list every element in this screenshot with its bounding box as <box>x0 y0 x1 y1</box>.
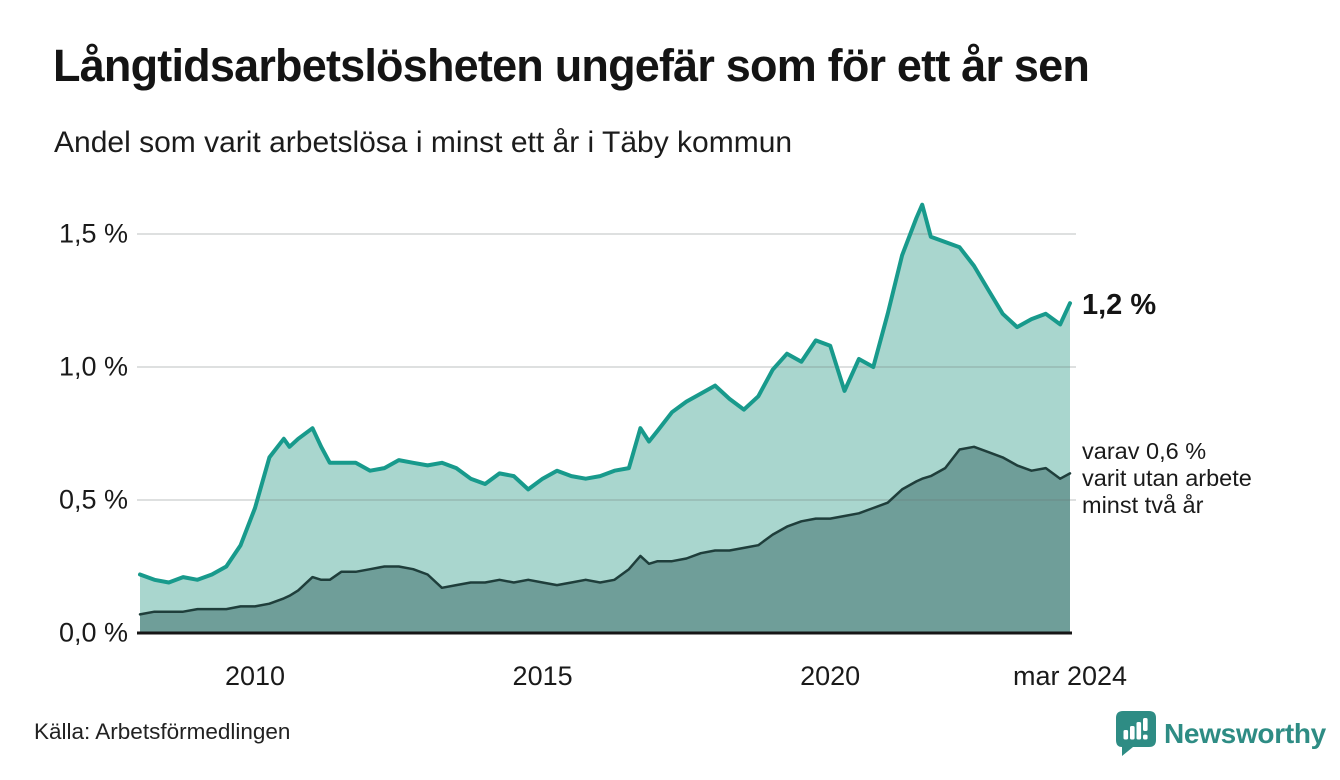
y-tick-label: 1,0 % <box>58 351 128 382</box>
area-chart <box>137 202 1076 635</box>
annotation-secondary: varav 0,6 % varit utan arbete minst två … <box>1082 438 1252 518</box>
chart-title: Långtidsarbetslösheten ungefär som för e… <box>53 40 1090 91</box>
y-tick-label: 1,5 % <box>58 218 128 249</box>
brand-logo: Newsworthy <box>1116 711 1326 756</box>
y-tick-label: 0,5 % <box>58 484 128 515</box>
annotation-latest-value: 1,2 % <box>1082 289 1157 321</box>
brand-name: Newsworthy <box>1164 717 1326 749</box>
x-tick-label: 2010 <box>224 661 286 691</box>
area-fill-1 <box>140 446 1070 633</box>
x-tick-label: 2015 <box>512 661 573 691</box>
series-line-0 <box>138 202 1072 585</box>
series-line-1 <box>138 445 1072 616</box>
source-note: Källa: Arbetsförmedlingen <box>34 719 291 744</box>
chart-subtitle: Andel som varit arbetslösa i minst ett å… <box>54 126 793 159</box>
x-tick-label: mar 2024 <box>1012 661 1128 691</box>
newsworthy-logo-icon <box>1116 711 1156 756</box>
y-tick-label: 0,0 % <box>58 617 128 648</box>
x-tick-label: 2020 <box>800 661 861 691</box>
